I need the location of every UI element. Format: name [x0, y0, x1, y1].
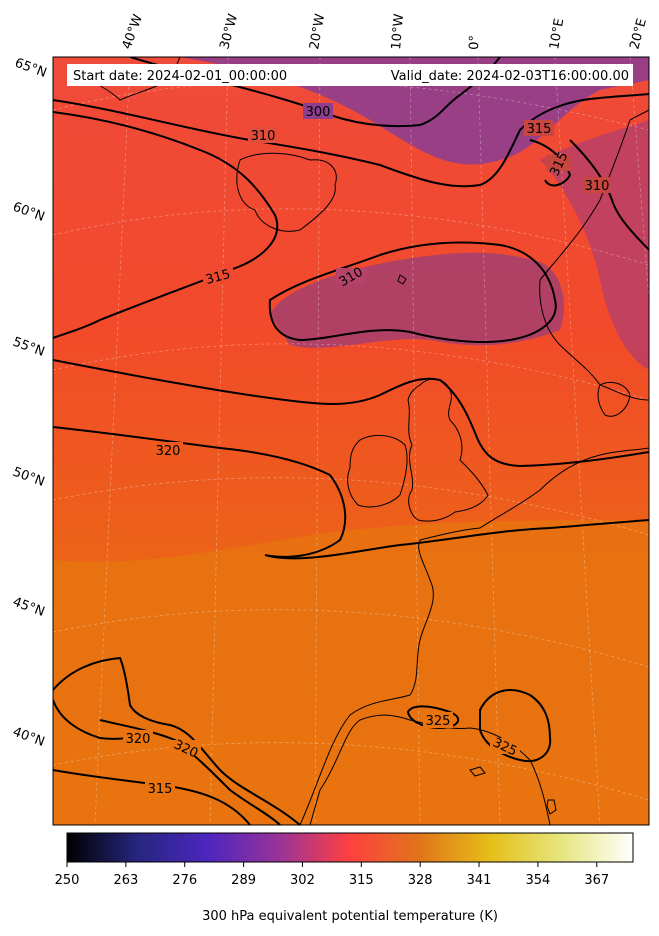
contour-label-group: 300 310 315 315 310 310 315 320 325 325 …: [123, 103, 610, 797]
colorbar-tick-label: 302: [290, 873, 315, 888]
contour-310-north: [53, 93, 649, 188]
colorbar-tick-label: 250: [55, 873, 80, 888]
contour-320-b: [53, 426, 649, 560]
lon-label-30w: 30°W: [217, 12, 241, 51]
colorbar-tick-label: 341: [467, 873, 492, 888]
lat-label-55n: 55°N: [11, 335, 47, 360]
contour-label-315-d: 315: [148, 782, 173, 797]
lon-label-40w: 40°W: [120, 12, 146, 51]
contour-label-325: 325: [426, 714, 451, 729]
coastline-iceland: [236, 152, 337, 232]
contour-lines: [53, 57, 649, 825]
valid-date-label: Valid_date: 2024-02-03T16:00:00.00: [391, 69, 629, 84]
colorbar: 250 263 276 289 302 315 328 341 354 367 300 hPa e…: [55, 832, 634, 924]
coastline-balearic: [469, 766, 486, 777]
lon-label-20w: 20°W: [307, 13, 328, 51]
colorbar-tick-label: 354: [525, 873, 550, 888]
contour-label-bg: [153, 442, 183, 458]
coastline-ireland: [347, 434, 408, 508]
contour-label-320-b: 320: [126, 732, 151, 747]
contour-315-east: [529, 139, 572, 187]
coastline-scandinavia: [539, 109, 649, 401]
graticule-lines: [53, 57, 649, 825]
start-date-label: Start date: 2024-02-01_00:00:00: [73, 69, 287, 84]
colorbar-ticks: 250 263 276 289 302 315 328 341 354 367: [55, 862, 609, 888]
lat-label-65n: 65°N: [13, 56, 49, 81]
colorbar-bar: [66, 832, 634, 863]
colorbar-tick-label: 276: [172, 873, 197, 888]
latitude-labels: 65°N 60°N 55°N 50°N 45°N 40°N: [11, 56, 49, 750]
coastline-denmark: [597, 382, 631, 417]
lon-label-0: 0°: [467, 35, 483, 50]
contour-label-bg: [123, 730, 153, 746]
colorbar-tick-label: 328: [408, 873, 433, 888]
lat-label-45n: 45°N: [11, 595, 47, 620]
contour-label-bg: [546, 155, 572, 171]
coastline-continent: [299, 447, 649, 825]
contour-310-east: [569, 139, 649, 251]
lat-label-50n: 50°N: [11, 465, 47, 490]
contour-label-300: 300: [306, 105, 331, 120]
lat-label-60n: 60°N: [11, 200, 47, 225]
contour-325-a: [406, 705, 460, 730]
header-box: [67, 64, 633, 86]
lat-label-40n: 40°N: [11, 725, 47, 750]
lon-label-10e: 10°E: [547, 17, 567, 50]
colorbar-tick-label: 315: [349, 873, 374, 888]
longitude-labels: 40°W 30°W 20°W 10°W 0° 10°E 20°E: [120, 12, 650, 51]
contour-label-310-b: 310: [585, 179, 610, 194]
colorbar-tick-label: 289: [231, 873, 256, 888]
contour-315-south: [99, 719, 281, 825]
lon-label-10w: 10°W: [389, 13, 407, 50]
contour-label-bg: [145, 780, 175, 796]
contour-label-315: 315: [527, 122, 552, 137]
contour-label-bg: [423, 712, 453, 728]
map-border: [52, 56, 650, 826]
contour-label-320: 320: [156, 444, 181, 459]
colorbar-tick-label: 263: [113, 873, 138, 888]
low-theta-region-scandinavia: [540, 120, 649, 370]
contour-320-south: [53, 656, 301, 825]
colorbar-tick-label: 367: [584, 873, 609, 888]
contour-label-310: 310: [251, 129, 276, 144]
contour-label-315-c: 315: [204, 267, 232, 288]
contour-label-bg: [584, 177, 610, 193]
contour-label-bg: [524, 120, 554, 136]
coastline-corsica: [546, 799, 557, 815]
contour-label-bg: [303, 103, 333, 119]
coastline-faroe: [397, 274, 407, 285]
contour-label-bg: [248, 127, 278, 143]
contour-320-a: [53, 359, 649, 468]
contour-label-bg: [490, 738, 520, 754]
high-theta-region-south: [53, 520, 649, 825]
contour-label-bg: [203, 268, 233, 284]
contour-310-central: [268, 241, 557, 344]
coastlines: [69, 57, 649, 825]
contour-label-bg: [336, 268, 366, 284]
colorbar-title: 300 hPa equivalent potential temperature…: [202, 909, 498, 924]
coastline-great-britain: [407, 378, 489, 522]
contour-315-north: [53, 111, 279, 339]
lon-label-20e: 20°E: [627, 17, 650, 51]
contour-label-bg: [171, 740, 201, 756]
